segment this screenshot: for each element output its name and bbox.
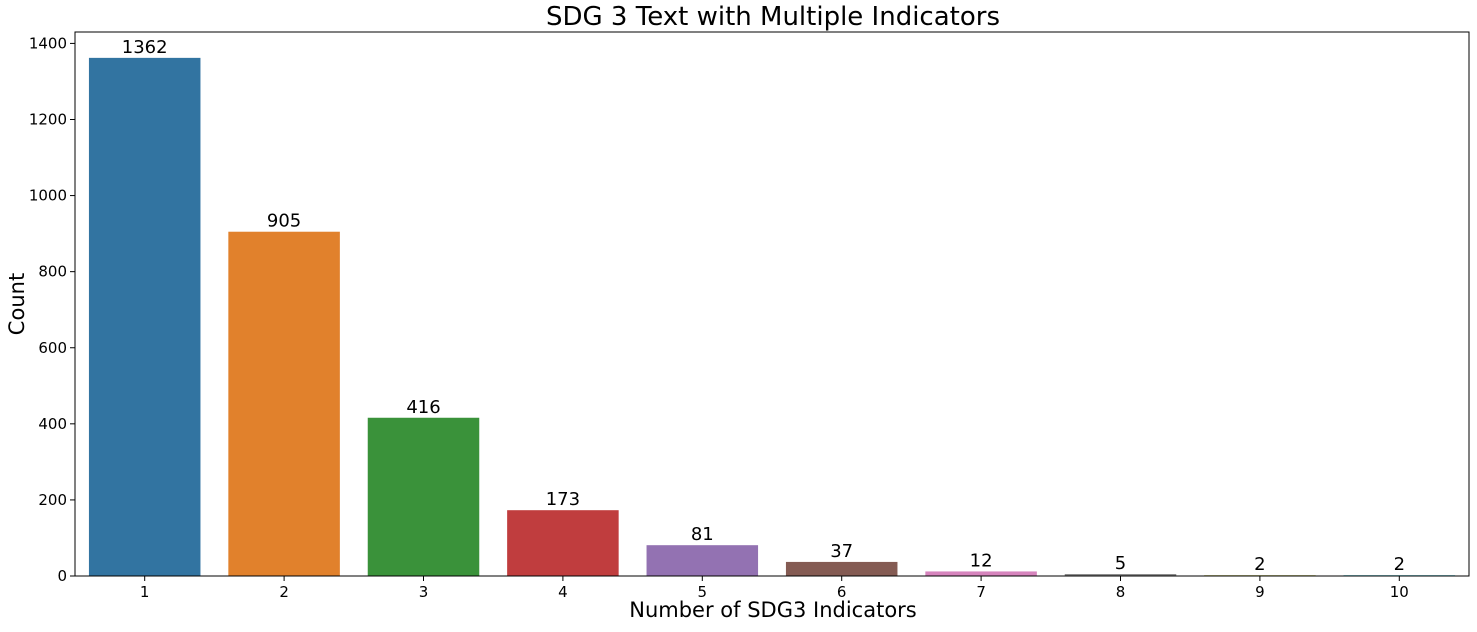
x-tick-label-9: 9 — [1255, 583, 1265, 601]
data-label-2: 905 — [267, 211, 301, 232]
x-axis: 1 2 3 4 5 6 7 8 9 10 — [140, 576, 1409, 601]
bar-6 — [785, 561, 898, 576]
data-label-3: 416 — [406, 397, 440, 418]
data-label-7: 12 — [970, 550, 993, 571]
chart-title: SDG 3 Text with Multiple Indicators — [546, 2, 1000, 32]
data-label-8: 5 — [1115, 553, 1126, 574]
x-tick-label-10: 10 — [1390, 583, 1409, 601]
bar-2 — [228, 231, 340, 576]
x-tick-label-5: 5 — [698, 583, 708, 601]
y-tick-label-1200: 1200 — [29, 111, 67, 129]
y-tick-label-1000: 1000 — [29, 187, 67, 205]
y-axis-label: Count — [5, 273, 29, 335]
x-tick-label-7: 7 — [976, 583, 986, 601]
data-label-10: 2 — [1394, 554, 1405, 575]
bar-1 — [88, 57, 201, 577]
y-axis: 0 200 400 600 800 1000 1200 1400 — [29, 34, 75, 585]
bar-8 — [1064, 574, 1177, 576]
bar-5 — [646, 545, 759, 576]
x-tick-label-2: 2 — [279, 583, 289, 601]
x-tick-label-6: 6 — [837, 583, 847, 601]
data-label-4: 173 — [546, 489, 580, 510]
y-tick-label-1400: 1400 — [29, 34, 67, 52]
y-tick-label-600: 600 — [38, 339, 67, 357]
data-label-9: 2 — [1254, 554, 1265, 575]
data-label-1: 1362 — [122, 37, 168, 58]
x-tick-label-4: 4 — [558, 583, 568, 601]
x-tick-label-8: 8 — [1116, 583, 1126, 601]
y-tick-label-200: 200 — [38, 491, 67, 509]
y-tick-label-400: 400 — [38, 415, 67, 433]
bar-3 — [367, 417, 480, 576]
data-label-5: 81 — [691, 524, 714, 545]
plot-area: 1362 905 416 173 81 37 12 5 2 2 — [88, 37, 1456, 577]
x-tick-label-1: 1 — [140, 583, 150, 601]
y-tick-label-0: 0 — [57, 567, 67, 585]
x-axis-label: Number of SDG3 Indicators — [629, 598, 917, 622]
data-label-6: 37 — [830, 541, 853, 562]
x-tick-label-3: 3 — [419, 583, 429, 601]
plot-frame — [74, 31, 1470, 577]
bar-4 — [507, 510, 619, 576]
bar-7 — [925, 571, 1037, 576]
y-tick-label-800: 800 — [38, 263, 67, 281]
